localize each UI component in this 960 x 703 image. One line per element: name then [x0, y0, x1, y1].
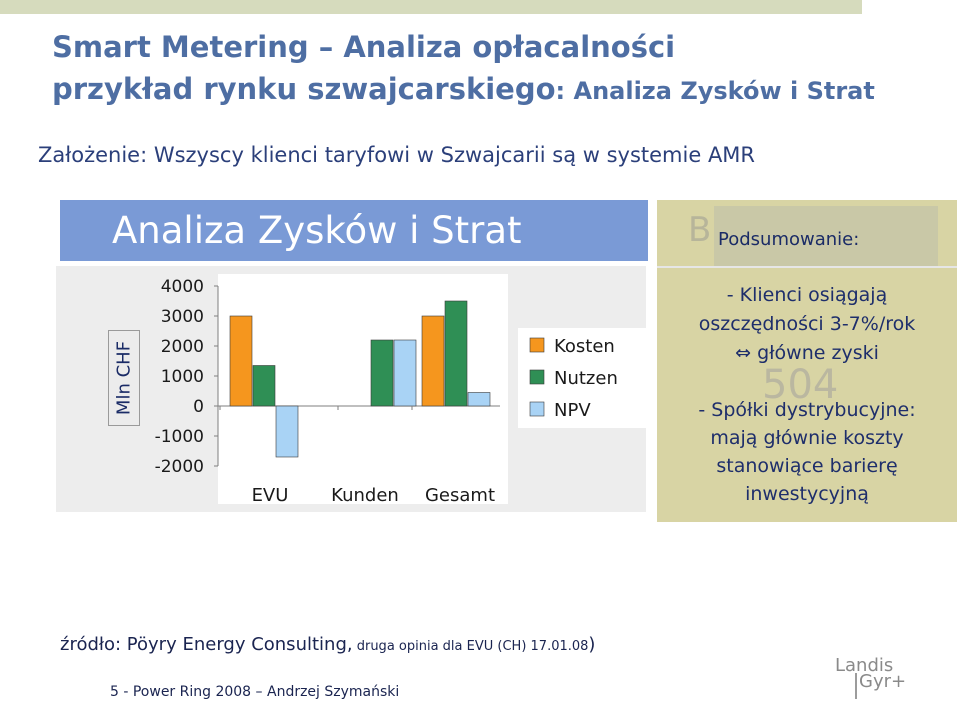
bar-kosten-gesamt	[421, 315, 445, 407]
bar-npv-kunden	[393, 339, 417, 407]
summary-heading-box: Podsumowanie:	[714, 206, 938, 266]
summary-heading: Podsumowanie:	[718, 229, 860, 250]
summary-line-3: ⇔ główne zyski	[657, 342, 957, 364]
source-detail: druga opinia dla EVU (CH) 17.01.08	[352, 639, 589, 654]
summary-line-1: - Klienci osiągają	[726, 284, 888, 306]
y-axis-label: Mln CHF	[113, 340, 135, 416]
slide-title-line2-main: przykład rynku szwajcarskiego	[52, 72, 556, 106]
bar-nutzen-kunden	[370, 339, 394, 407]
summary-line-3-text: główne zyski	[757, 342, 879, 364]
equivalence-arrow-icon: ⇔	[735, 342, 752, 364]
legend-swatch-npv	[529, 401, 545, 417]
legend-label-kosten: Kosten	[554, 336, 615, 357]
y-tick-label: 1000	[161, 367, 204, 387]
summary-line-5: mają głównie koszty	[710, 427, 904, 449]
summary-line-7: inwestycyjną	[745, 483, 869, 505]
slide-title-line2-suffix: : Analiza Zysków i Strat	[555, 77, 875, 105]
summary-line-6: stanowiące barierę	[716, 455, 898, 477]
y-tick-label: -1000	[155, 427, 204, 447]
bar-chart: 4000 3000 2000 1000 0 -1000 -2000 EVU Kunden Gesa…	[155, 274, 646, 506]
x-category-label: Gesamt	[425, 485, 495, 506]
legend-label-npv: NPV	[554, 400, 591, 421]
source-main: źródło: Pöyry Energy Consulting,	[60, 634, 353, 655]
summary-divider	[657, 266, 957, 268]
landis-gyr-logo: Landis Gyr+	[835, 655, 907, 700]
bar-npv-evu	[275, 405, 299, 458]
y-tick-label: 2000	[161, 337, 204, 357]
slide-title-line1: Smart Metering – Analiza opłacalności	[52, 30, 676, 64]
bar-nutzen-gesamt	[444, 300, 468, 407]
slide-title-line2: przykład rynku szwajcarskiego: Analiza Z…	[52, 72, 875, 106]
x-category-label: Kunden	[331, 485, 399, 506]
source-note: źródło: Pöyry Energy Consulting, druga o…	[60, 634, 595, 655]
legend-swatch-kosten	[529, 337, 545, 353]
summary-ghost-number: 504	[762, 362, 839, 408]
summary-line-2: oszczędności 3-7%/rok	[698, 313, 916, 335]
logo-bar	[855, 673, 857, 699]
y-axis-label-box: Mln CHF	[108, 330, 140, 426]
y-tick-label: 4000	[161, 277, 204, 297]
top-accent-bar	[0, 0, 862, 14]
logo-line-2: Gyr+	[859, 671, 907, 692]
y-tick-label: 0	[193, 397, 204, 417]
summary-line-4: - Spółki dystrybucyjne:	[698, 399, 916, 421]
x-category-label: EVU	[252, 485, 289, 506]
logo-line-1: Landis	[835, 655, 894, 676]
source-close: )	[588, 634, 596, 655]
legend-label-nutzen: Nutzen	[554, 368, 618, 389]
chart-panel-header: Analiza Zysków i Strat	[60, 200, 648, 261]
bar-nutzen-evu	[252, 365, 276, 407]
assumption-text: Założenie: Wszyscy klienci taryfowi w Sz…	[38, 143, 756, 167]
bar-kosten-evu	[229, 315, 253, 407]
slide-footer: 5 - Power Ring 2008 – Andrzej Szymański	[110, 684, 400, 700]
bar-npv-gesamt	[467, 392, 491, 407]
y-tick-label: 3000	[161, 307, 204, 327]
chart-panel-title: Analiza Zysków i Strat	[112, 209, 522, 252]
y-tick-label: -2000	[155, 457, 204, 477]
legend-swatch-nutzen	[529, 369, 545, 385]
